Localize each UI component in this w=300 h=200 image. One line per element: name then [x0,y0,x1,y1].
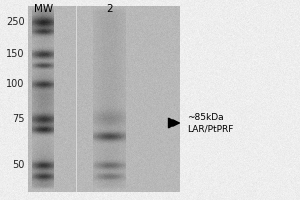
Text: 150: 150 [6,49,25,59]
Text: 250: 250 [6,17,25,27]
Text: 75: 75 [12,114,25,124]
Text: MW: MW [34,4,53,14]
Text: ~85kDa: ~85kDa [188,112,224,121]
Text: 2: 2 [106,4,113,14]
Text: 100: 100 [6,79,25,89]
Text: LAR/PtPRF: LAR/PtPRF [188,124,234,134]
Polygon shape [169,118,176,128]
Text: 50: 50 [12,160,25,170]
